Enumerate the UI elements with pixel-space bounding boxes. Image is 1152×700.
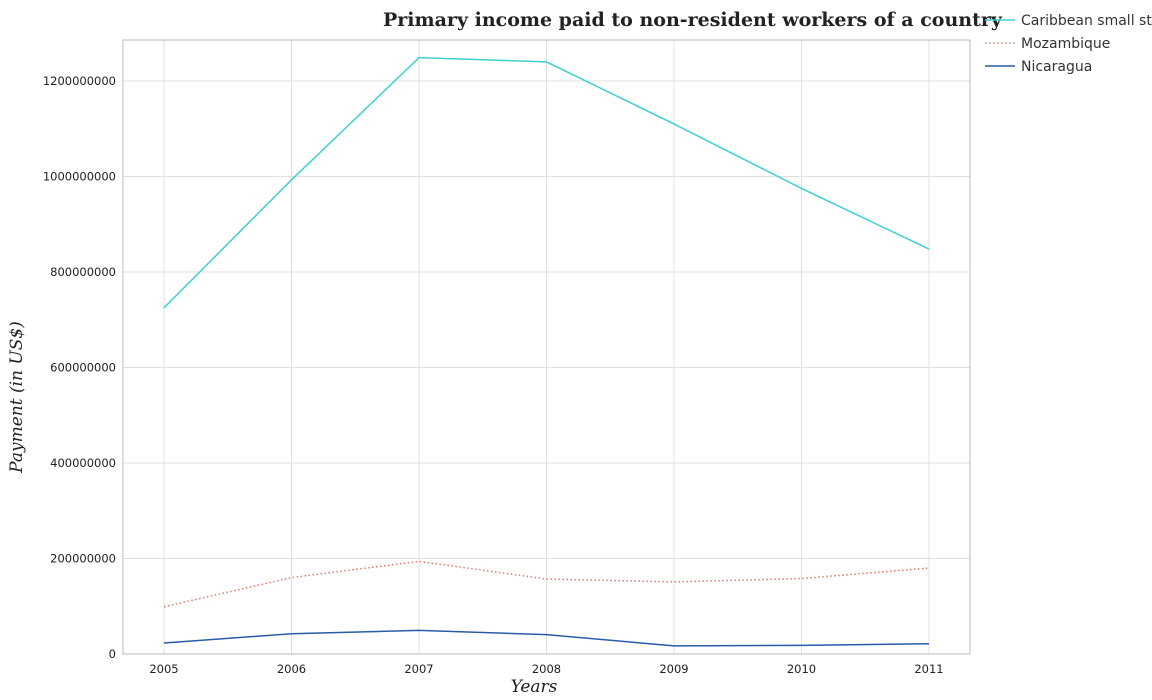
series-line-mozambique (163, 560, 930, 608)
chart-title: Primary income paid to non-resident work… (383, 9, 1003, 31)
y-tick-label: 600000000 (50, 361, 116, 375)
x-tick-label: 2010 (787, 662, 816, 676)
series-lines (163, 56, 930, 647)
y-tick-label: 1200000000 (43, 74, 116, 88)
y-tick-label: 1000000000 (43, 170, 116, 184)
legend: Caribbean small states Mozambique Nicaragu… (985, 13, 1152, 75)
axis-ticks: 2005 2006 2007 2008 2009 2010 2011 0 200000000 40… (43, 74, 944, 676)
y-tick-label: 400000000 (50, 456, 116, 470)
series-line-nicaragua (163, 629, 930, 647)
x-axis-label: Years (511, 677, 558, 697)
y-tick-label: 200000000 (50, 552, 116, 566)
x-tick-label: 2006 (277, 662, 306, 676)
plot-area-frame (122, 39, 971, 655)
x-tick-label: 2005 (149, 662, 178, 676)
x-tick-label: 2007 (404, 662, 433, 676)
y-tick-label: 0 (109, 647, 116, 661)
grid-lines (123, 40, 970, 655)
x-tick-label: 2011 (914, 662, 943, 676)
legend-label-caribbean-small-states: Caribbean small states (1021, 13, 1152, 29)
y-tick-label: 800000000 (50, 265, 116, 279)
legend-label-mozambique: Mozambique (1021, 36, 1110, 52)
y-axis-label: Payment (in US$) (7, 321, 27, 474)
series-line-caribbean-small-states (163, 56, 930, 309)
x-tick-label: 2008 (532, 662, 561, 676)
x-tick-label: 2009 (659, 662, 688, 676)
legend-label-nicaragua: Nicaragua (1021, 59, 1092, 75)
